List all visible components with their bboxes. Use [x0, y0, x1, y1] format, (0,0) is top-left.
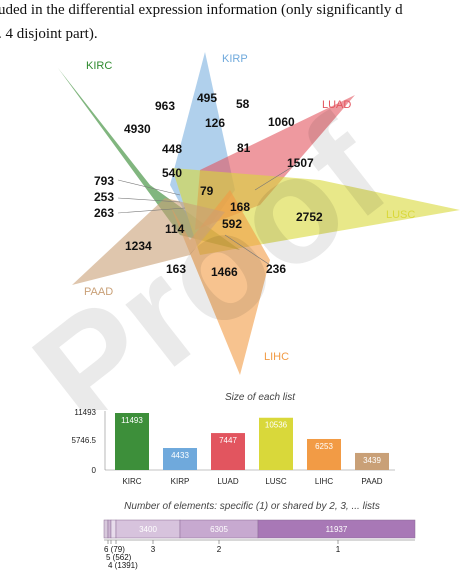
region-count: 236 — [266, 262, 286, 276]
region-count: 81 — [237, 141, 251, 155]
bar-paad — [355, 452, 389, 470]
bar-value-label: 11493 — [121, 416, 143, 425]
bar-value-label: 10536 — [265, 421, 288, 430]
bar-kirc — [115, 413, 149, 470]
strip-segment-count: 11937 — [326, 525, 348, 534]
document-text-line-2: . 4 disjoint part). — [0, 26, 98, 42]
bar-luad — [211, 433, 245, 470]
strip-segment-1 — [257, 519, 416, 539]
region-count: 126 — [205, 116, 225, 130]
bar-kirp — [163, 448, 197, 470]
region-count: 963 — [155, 99, 175, 113]
region-count: 1060 — [268, 115, 295, 129]
region-count: 495 — [197, 91, 217, 105]
y-tick-label: 5746.5 — [72, 436, 97, 445]
region-count: 79 — [200, 184, 214, 198]
strip-label-3: 3 — [151, 545, 156, 554]
y-tick-label: 0 — [92, 466, 97, 475]
bar-value-label: 6253 — [315, 442, 333, 451]
venn-petal-paad — [72, 198, 225, 285]
y-tick-label: 11493 — [74, 408, 96, 417]
strip-segment-count: 3400 — [139, 525, 157, 534]
venn-label-luad: LUAD — [322, 99, 351, 111]
region-count: 592 — [222, 217, 242, 231]
venn-label-kirc: KIRC — [86, 60, 112, 72]
region-count: 540 — [162, 166, 182, 180]
region-count: 168 — [230, 200, 250, 214]
region-count: 1234 — [125, 239, 152, 253]
venn-label-kirp: KIRP — [222, 53, 248, 65]
leader-lines — [117, 161, 301, 266]
strip-label-2: 2 — [217, 545, 222, 554]
bar-value-label: 7447 — [219, 436, 237, 445]
region-count: 58 — [236, 97, 250, 111]
region-count: 1507 — [287, 156, 314, 170]
region-count: 114 — [165, 222, 185, 236]
size-bar-chart: Size of each list 11493 5746.5 0 11493 KI… — [72, 392, 416, 570]
strip-title: Number of elements: specific (1) or shar… — [124, 501, 380, 512]
bar-lihc — [307, 438, 341, 470]
document-text-line-1: uded in the differential expression info… — [0, 2, 403, 18]
bar-value-label: 3439 — [363, 456, 381, 465]
region-count: 253 — [94, 190, 114, 204]
strip-segment-6 — [103, 519, 109, 539]
bar-chart-title: Size of each list — [225, 392, 296, 403]
venn-label-paad: PAAD — [84, 286, 113, 298]
strip-segment-5 — [107, 519, 112, 539]
strip-label-1: 1 — [336, 545, 341, 554]
bar-lusc — [259, 417, 293, 470]
bar-category-label: LUAD — [217, 477, 239, 486]
region-count: 2752 — [296, 210, 323, 224]
bar-category-label: PAAD — [361, 477, 382, 486]
strip-label-5: 5 (562) — [106, 553, 132, 562]
region-count: 793 — [94, 174, 114, 188]
strip-label-6: 6 (79) — [104, 545, 125, 554]
venn-diagram: Proof KIRC KIRP LUAD LUSC LIHC PAAD 963 … — [4, 52, 460, 410]
bar-category-label: LUSC — [265, 477, 287, 486]
region-count: 4930 — [124, 122, 151, 136]
bar-value-label: 4433 — [171, 451, 189, 460]
region-count: 263 — [94, 206, 114, 220]
region-count: 1466 — [211, 265, 238, 279]
venn-label-lusc: LUSC — [386, 209, 415, 221]
bar-category-label: KIRC — [122, 477, 141, 486]
strip-segment-count: 6305 — [210, 525, 228, 534]
strip-label-4: 4 (1391) — [108, 561, 138, 570]
bar-category-label: KIRP — [171, 477, 190, 486]
region-count: 448 — [162, 142, 182, 156]
venn-label-lihc: LIHC — [264, 351, 289, 363]
region-count: 163 — [166, 262, 186, 276]
strip-segment-4 — [110, 519, 117, 539]
bar-category-label: LIHC — [315, 477, 333, 486]
